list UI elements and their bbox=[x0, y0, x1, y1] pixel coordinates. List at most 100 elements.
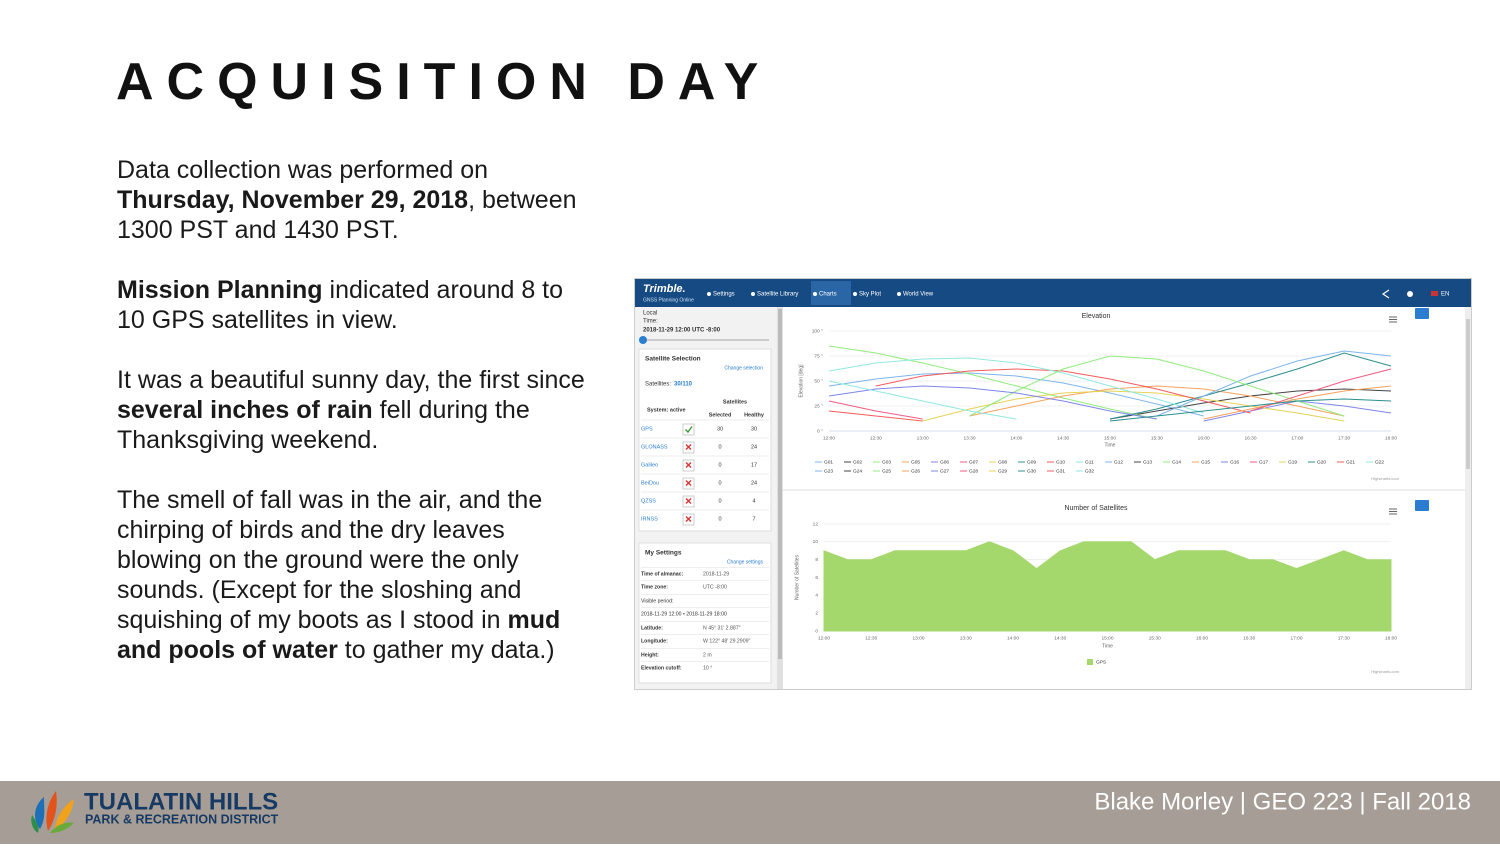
legend-label[interactable]: G28 bbox=[969, 468, 978, 474]
chart-credit: Highcharts.com bbox=[1371, 476, 1399, 481]
legend-label[interactable]: G32 bbox=[1085, 468, 1094, 474]
nav-icon bbox=[853, 292, 857, 296]
expand-button[interactable] bbox=[1415, 308, 1429, 319]
nav-item[interactable]: Satellite Library bbox=[757, 292, 798, 298]
footer-credit: Blake Morley | GEO 223 | Fall 2018 bbox=[1094, 788, 1471, 815]
legend-label[interactable]: G24 bbox=[853, 468, 862, 474]
nav-item[interactable]: World View bbox=[903, 292, 934, 298]
legend-label[interactable]: G14 bbox=[1172, 459, 1181, 465]
nav-active bbox=[811, 281, 851, 305]
language[interactable]: EN bbox=[1441, 292, 1449, 298]
nav-icon bbox=[707, 292, 711, 296]
system-name[interactable]: Galileo bbox=[641, 462, 658, 468]
y-tick-label: 25 ° bbox=[814, 403, 823, 409]
change-settings[interactable]: Change settings bbox=[727, 559, 764, 565]
x-tick-label: 15:00 bbox=[1104, 435, 1116, 441]
setting-label: Latitude: bbox=[641, 625, 663, 631]
info-icon[interactable] bbox=[1407, 291, 1413, 297]
system-name[interactable]: QZSS bbox=[641, 498, 656, 504]
nav-icon bbox=[751, 292, 755, 296]
legend-label[interactable]: G30 bbox=[1027, 468, 1036, 474]
nav-bar bbox=[635, 279, 1471, 307]
org-sub: PARK & RECREATION DISTRICT bbox=[85, 812, 279, 826]
satellites-value: 30/110 bbox=[674, 382, 693, 388]
logo-mark bbox=[31, 791, 74, 833]
selected-count: 0 bbox=[718, 498, 721, 504]
legend-label[interactable]: G29 bbox=[998, 468, 1007, 474]
legend-label[interactable]: G08 bbox=[998, 459, 1007, 465]
selected-count: 0 bbox=[718, 480, 721, 486]
menu-icon[interactable] bbox=[1389, 508, 1397, 515]
legend-label[interactable]: G09 bbox=[1027, 459, 1036, 465]
system-name[interactable]: GLONASS bbox=[641, 444, 668, 450]
legend-label[interactable]: G23 bbox=[824, 468, 833, 474]
legend-label[interactable]: G06 bbox=[940, 459, 949, 465]
legend-label[interactable]: G12 bbox=[1114, 459, 1123, 465]
legend-label[interactable]: G03 bbox=[882, 459, 891, 465]
legend-label[interactable]: G02 bbox=[853, 459, 862, 465]
y-tick-label: 100 ° bbox=[812, 328, 823, 334]
settings-panel bbox=[638, 542, 772, 684]
setting-label: Longitude: bbox=[641, 638, 668, 644]
time-label: Time: bbox=[643, 319, 658, 325]
legend-label[interactable]: G17 bbox=[1259, 459, 1268, 465]
elevation-line bbox=[1203, 400, 1392, 422]
selected-count: 30 bbox=[717, 426, 723, 432]
col-selected: Selected bbox=[709, 412, 732, 418]
legend-label[interactable]: G22 bbox=[1375, 459, 1384, 465]
healthy-count: 7 bbox=[752, 516, 755, 522]
y-tick-label: 4 bbox=[815, 593, 818, 599]
x-tick-label: 15:30 bbox=[1149, 635, 1161, 641]
paragraph: It was a beautiful sunny day, the first … bbox=[117, 365, 585, 455]
legend-label[interactable]: G31 bbox=[1056, 468, 1065, 474]
system-name[interactable]: GPS bbox=[641, 426, 653, 432]
nav-item[interactable]: Sky Plot bbox=[859, 292, 881, 298]
legend-label[interactable]: G05 bbox=[911, 459, 920, 465]
legend-label[interactable]: G25 bbox=[882, 468, 891, 474]
selection-panel bbox=[638, 348, 772, 532]
x-tick-label: 18:00 bbox=[1385, 435, 1397, 441]
setting-value: 2018-11-29 bbox=[703, 571, 729, 577]
x-tick-label: 12:00 bbox=[818, 635, 830, 641]
x-tick-label: 15:30 bbox=[1151, 435, 1163, 441]
x-tick-label: 18:00 bbox=[1385, 635, 1397, 641]
legend-label[interactable]: G15 bbox=[1201, 459, 1210, 465]
setting-value: 10 ° bbox=[703, 665, 712, 671]
elevation-line bbox=[828, 410, 923, 422]
system-name[interactable]: IRNSS bbox=[641, 516, 658, 522]
legend-label[interactable]: G13 bbox=[1143, 459, 1152, 465]
legend-label[interactable]: G27 bbox=[940, 468, 949, 474]
expand-button[interactable] bbox=[1415, 500, 1429, 511]
cross-icon bbox=[685, 480, 692, 486]
x-tick-label: 13:30 bbox=[963, 435, 975, 441]
legend-label[interactable]: G20 bbox=[1317, 459, 1326, 465]
elevation-line bbox=[828, 380, 1017, 420]
legend-label[interactable]: G21 bbox=[1346, 459, 1355, 465]
nav-item[interactable]: Settings bbox=[713, 292, 735, 298]
nav-item[interactable]: Charts bbox=[819, 292, 837, 298]
menu-icon[interactable] bbox=[1389, 316, 1397, 323]
legend-label[interactable]: G10 bbox=[1056, 459, 1065, 465]
legend-label[interactable]: GPS bbox=[1096, 659, 1106, 665]
legend-label[interactable]: G11 bbox=[1085, 459, 1094, 465]
legend-label[interactable]: G16 bbox=[1230, 459, 1239, 465]
share-icon[interactable] bbox=[1381, 289, 1390, 299]
x-tick-label: 16:30 bbox=[1243, 635, 1255, 641]
change-selection[interactable]: Change selection bbox=[724, 365, 763, 371]
y-tick-label: 75 ° bbox=[814, 353, 823, 359]
healthy-count: 30 bbox=[751, 426, 757, 432]
system-toggle[interactable] bbox=[682, 423, 695, 436]
healthy-count: 24 bbox=[751, 480, 757, 486]
slider-handle[interactable] bbox=[639, 336, 647, 344]
system-name[interactable]: BeiDou bbox=[641, 480, 659, 486]
legend-label[interactable]: G19 bbox=[1288, 459, 1297, 465]
legend-label[interactable]: G07 bbox=[969, 459, 978, 465]
legend-label[interactable]: G26 bbox=[911, 468, 920, 474]
legend-label[interactable]: G01 bbox=[824, 459, 833, 465]
setting-value: N 45° 31' 2.887" bbox=[703, 625, 741, 631]
body-text: Data collection was performed on Thursda… bbox=[117, 155, 585, 695]
y-tick-label: 12 bbox=[813, 521, 819, 527]
check-icon bbox=[685, 426, 693, 434]
cross-icon bbox=[685, 444, 692, 450]
